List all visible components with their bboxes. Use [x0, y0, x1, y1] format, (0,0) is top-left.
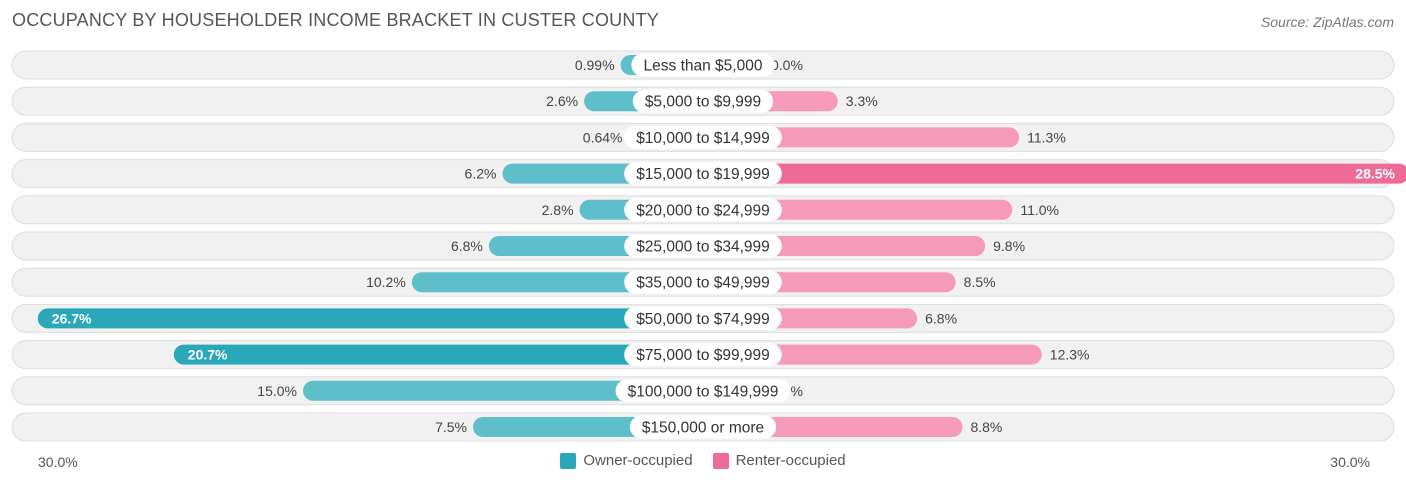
renter-value-label: 8.8% [970, 419, 1002, 435]
category-pill [624, 234, 782, 258]
category-label: $15,000 to $19,999 [636, 166, 770, 183]
axis-min-label: 30.0% [38, 454, 78, 470]
category-pill [624, 125, 782, 149]
renter-value-label: 8.5% [964, 274, 996, 290]
legend-renter-swatch [712, 452, 729, 469]
legend-renter-label: Renter-occupied [735, 452, 846, 469]
owner-value-label: 7.5% [435, 419, 467, 435]
category-label: Less than $5,000 [644, 58, 763, 75]
category-pill [624, 270, 782, 294]
renter-value-label: 12.3% [1050, 347, 1090, 363]
renter-bar [703, 344, 1042, 365]
owner-value-label: 0.64% [583, 129, 623, 145]
source-credit: Source: ZipAtlas.com [1260, 14, 1394, 30]
category-label: $35,000 to $49,999 [636, 275, 770, 292]
category-label: $50,000 to $74,999 [636, 311, 770, 328]
owner-value-label: 2.6% [546, 93, 578, 109]
category-label: $10,000 to $14,999 [636, 130, 770, 147]
category-label: $20,000 to $24,999 [636, 202, 770, 219]
owner-value-label: 20.7% [188, 347, 228, 363]
owner-value-label: 0.99% [575, 57, 615, 73]
renter-value-label: 0.0% [771, 57, 803, 73]
renter-value-label: 6.8% [925, 310, 957, 326]
renter-bar [703, 127, 1020, 148]
renter-value-label: 28.5% [1355, 166, 1395, 182]
owner-bar [37, 308, 704, 329]
category-pill [624, 162, 782, 186]
category-pill [624, 306, 782, 330]
category-pill [624, 343, 782, 367]
renter-value-label: 11.0% [1020, 202, 1059, 218]
category-pill [629, 415, 777, 439]
owner-value-label: 2.8% [542, 202, 574, 218]
legend-owner-swatch [560, 452, 577, 469]
legend-renter: Renter-occupied [712, 452, 846, 469]
category-label: $5,000 to $9,999 [645, 94, 761, 111]
chart-title: OCCUPANCY BY HOUSEHOLDER INCOME BRACKET … [12, 10, 659, 30]
category-pill [632, 89, 774, 113]
category-pill [631, 53, 775, 77]
renter-bar [703, 163, 1406, 184]
renter-value-label: 11.3% [1027, 129, 1066, 145]
category-label: $100,000 to $149,999 [628, 383, 779, 400]
category-pill [624, 198, 782, 222]
category-label: $150,000 or more [642, 420, 764, 437]
chart-area: 0.99% 0.0% Less than $5,000 2.6% 3.3% $5,000 … [11, 50, 1406, 442]
owner-value-label: 15.0% [257, 383, 297, 399]
renter-value-label: 9.8% [993, 238, 1025, 254]
owner-bar [173, 344, 704, 365]
owner-value-label: 6.8% [451, 238, 483, 254]
axis-max-label: 30.0% [1330, 454, 1370, 470]
owner-value-label: 10.2% [366, 274, 406, 290]
renter-value-label: 3.3% [846, 93, 878, 109]
owner-bar [303, 380, 703, 401]
owner-value-label: 6.2% [465, 166, 497, 182]
category-pill [615, 379, 791, 403]
legend-owner: Owner-occupied [560, 452, 693, 469]
owner-value-label: 26.7% [52, 310, 92, 326]
legend-owner-label: Owner-occupied [583, 452, 693, 469]
category-label: $75,000 to $99,999 [636, 347, 770, 364]
legend: Owner-occupied Renter-occupied [0, 452, 1406, 469]
category-label: $25,000 to $34,999 [636, 239, 770, 256]
